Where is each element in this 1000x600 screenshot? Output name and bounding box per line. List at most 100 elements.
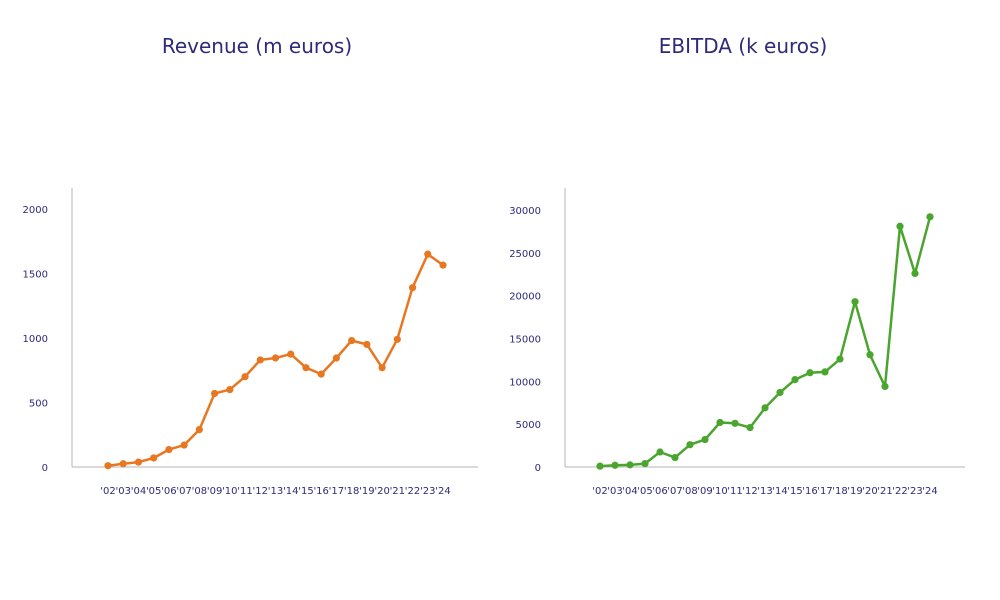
revenue-x-tick-label: '24 <box>435 486 450 497</box>
ebitda-data-point <box>866 351 874 359</box>
ebitda-x-tick-label: '21 <box>877 486 892 497</box>
revenue-data-point <box>332 354 341 362</box>
revenue-x-tick-label: '17 <box>329 486 344 497</box>
ebitda-data-point <box>776 388 784 397</box>
ebitda-x-tick-label: '12 <box>742 486 757 497</box>
ebitda-data-point <box>911 269 919 277</box>
revenue-data-point <box>165 445 173 454</box>
ebitda-data-point <box>791 376 799 384</box>
ebitda-y-tick-label: 10000 <box>509 377 541 388</box>
ebitda-x-tick-label: '18 <box>832 486 847 497</box>
revenue-x-tick-label: '11 <box>237 486 252 497</box>
revenue-y-tick-label: 500 <box>29 399 48 410</box>
revenue-x-tick-label: '07 <box>176 486 191 497</box>
ebitda-x-tick-label: '03 <box>607 486 622 497</box>
ebitda-data-point <box>731 419 739 427</box>
ebitda-x-tick-label: '07 <box>667 486 682 497</box>
ebitda-data-point <box>836 355 844 363</box>
ebitda-data-point <box>596 462 604 470</box>
revenue-data-point <box>424 250 432 258</box>
revenue-data-point <box>226 386 234 394</box>
ebitda-y-tick-label: 25000 <box>509 249 541 260</box>
revenue-x-tick-label: '05 <box>146 486 161 497</box>
ebitda-x-tick-label: '16 <box>802 486 817 497</box>
ebitda-x-tick-label: '11 <box>727 486 742 497</box>
ebitda-y-tick-label: 15000 <box>509 335 541 346</box>
ebitda-data-point <box>701 435 709 444</box>
revenue-y-tick-label: 2000 <box>23 205 48 216</box>
ebitda-chart-title: EBITDA (k euros) <box>658 34 828 58</box>
revenue-data-point <box>302 364 310 372</box>
revenue-data-point <box>256 356 264 364</box>
revenue-x-tick-label: '02 <box>100 486 115 497</box>
revenue-data-point <box>271 354 280 362</box>
revenue-data-point <box>363 340 371 349</box>
ebitda-data-point <box>896 222 904 230</box>
ebitda-data-point <box>851 298 859 306</box>
ebitda-data-point <box>926 213 934 221</box>
revenue-x-tick-label: '03 <box>115 486 130 497</box>
revenue-x-tick-label: '10 <box>222 486 237 497</box>
revenue-data-point <box>317 370 325 378</box>
ebitda-x-tick-label: '14 <box>772 486 787 497</box>
ebitda-x-tick-label: '08 <box>682 486 697 497</box>
revenue-data-point <box>378 364 386 372</box>
ebitda-x-tick-label: '02 <box>592 486 607 497</box>
ebitda-x-tick-label: '23 <box>907 486 922 497</box>
ebitda-data-point <box>611 461 619 469</box>
revenue-x-tick-label: '04 <box>131 486 146 497</box>
ebitda-x-tick-label: '15 <box>787 486 802 497</box>
ebitda-series-line <box>598 215 932 468</box>
revenue-data-point <box>150 454 158 462</box>
revenue-data-point <box>408 284 417 292</box>
revenue-y-tick-label: 0 <box>42 463 48 474</box>
revenue-x-tick-label: '20 <box>374 486 389 497</box>
revenue-x-tick-label: '18 <box>344 486 359 497</box>
revenue-x-tick-label: '21 <box>390 486 405 497</box>
revenue-data-point <box>241 373 249 381</box>
revenue-x-tick-label: '08 <box>192 486 207 497</box>
revenue-data-point <box>119 460 127 468</box>
ebitda-data-point <box>821 368 829 376</box>
ebitda-x-tick-label: '22 <box>892 486 907 497</box>
revenue-data-point <box>195 425 203 434</box>
ebitda-x-tick-label: '09 <box>697 486 712 497</box>
revenue-data-point <box>180 441 188 449</box>
ebitda-x-tick-label: '20 <box>862 486 877 497</box>
ebitda-data-point <box>641 459 649 468</box>
revenue-x-tick-label: '16 <box>313 486 328 497</box>
ebitda-x-tick-label: '04 <box>622 486 637 497</box>
revenue-x-tick-label: '22 <box>405 486 420 497</box>
revenue-x-tick-label: '19 <box>359 486 374 497</box>
revenue-data-point <box>210 389 219 398</box>
ebitda-x-tick-label: '17 <box>817 486 832 497</box>
ebitda-data-point <box>881 382 889 391</box>
ebitda-data-point <box>716 418 724 427</box>
revenue-y-tick-label: 1500 <box>23 270 48 281</box>
ebitda-data-point <box>761 404 769 412</box>
ebitda-data-point <box>626 461 634 469</box>
revenue-data-point <box>348 336 356 345</box>
revenue-x-tick-label: '12 <box>253 486 268 497</box>
ebitda-x-tick-label: '06 <box>652 486 667 497</box>
ebitda-x-tick-label: '05 <box>637 486 652 497</box>
ebitda-x-tick-label: '10 <box>712 486 727 497</box>
ebitda-x-tick-label: '24 <box>922 486 937 497</box>
ebitda-data-point <box>686 441 694 449</box>
ebitda-data-point <box>806 369 814 377</box>
ebitda-x-tick-label: '19 <box>847 486 862 497</box>
revenue-x-tick-label: '14 <box>283 486 298 497</box>
revenue-data-point <box>104 462 112 470</box>
ebitda-y-tick-label: 0 <box>535 463 541 474</box>
revenue-data-point <box>393 335 401 343</box>
revenue-x-tick-label: '13 <box>268 486 283 497</box>
revenue-y-tick-label: 1000 <box>23 334 48 345</box>
revenue-data-point <box>134 458 143 466</box>
ebitda-x-tick-label: '13 <box>757 486 772 497</box>
revenue-x-tick-label: '06 <box>161 486 176 497</box>
revenue-x-tick-label: '15 <box>298 486 313 497</box>
ebitda-data-point <box>656 448 664 456</box>
ebitda-data-point <box>746 423 754 432</box>
